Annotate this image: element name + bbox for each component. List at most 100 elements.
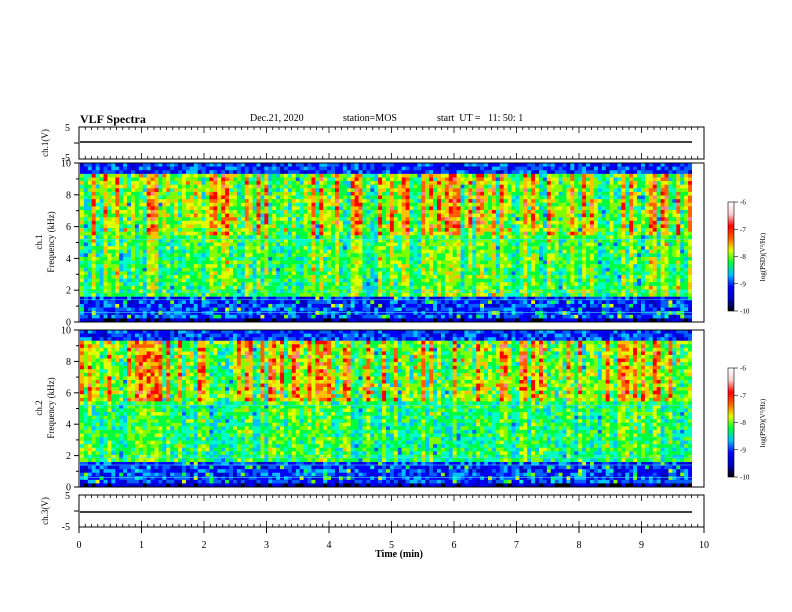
spec-cell — [327, 311, 332, 316]
spec-cell — [107, 195, 112, 200]
spec-cell — [158, 253, 163, 258]
spec-cell — [440, 195, 446, 200]
spec-cell — [456, 271, 461, 276]
spec-cell — [382, 213, 387, 218]
spec-cell — [323, 260, 328, 265]
spec-cell — [311, 206, 316, 211]
spec-cell — [480, 275, 485, 280]
spec-cell — [491, 285, 497, 290]
spec-cell — [413, 184, 418, 189]
spec-cell — [421, 253, 426, 258]
spec-cell — [150, 282, 155, 287]
spec-cell — [499, 242, 505, 247]
spec-cell — [83, 163, 89, 168]
spec-cell — [193, 238, 199, 243]
spec-cell — [460, 293, 465, 298]
spec-cell — [95, 181, 101, 186]
spec-cell — [182, 278, 187, 283]
spec-cell — [311, 282, 316, 287]
spec-cell — [83, 206, 89, 211]
spec-cell — [205, 314, 210, 319]
spec-cell — [460, 264, 465, 269]
spec-cell — [119, 220, 124, 225]
spec-cell — [444, 271, 450, 276]
spec-cell — [346, 293, 352, 298]
spec-cell — [389, 181, 395, 186]
spec-cell — [201, 275, 206, 280]
spec-cell — [382, 199, 387, 204]
spec-cell — [370, 231, 375, 236]
spec-cell — [150, 314, 155, 319]
spec-cell — [280, 188, 285, 193]
spec-cell — [386, 307, 391, 312]
spec-cell — [248, 213, 254, 218]
spec-cell — [201, 285, 206, 290]
spec-cell — [217, 231, 222, 236]
spec-cell — [268, 246, 273, 251]
spec-cell — [291, 311, 297, 316]
spec-cell — [260, 249, 265, 254]
spec-cell — [480, 188, 485, 193]
spec-cell — [178, 184, 183, 189]
spec-cell — [252, 307, 257, 312]
spec-cell — [142, 271, 148, 276]
spec-cell — [499, 231, 505, 236]
spec-cell — [268, 264, 273, 269]
spec-cell — [323, 278, 328, 283]
spec-cell — [401, 303, 407, 308]
spec-cell — [433, 184, 438, 189]
spec-cell — [464, 206, 469, 211]
spec-cell — [221, 300, 226, 305]
spec-cell — [437, 177, 442, 182]
spec-cell — [448, 238, 454, 243]
spec-cell — [284, 293, 289, 298]
spec-cell — [221, 311, 226, 316]
spec-cell — [460, 296, 465, 301]
spec-cell — [315, 199, 320, 204]
spec-cell — [87, 231, 93, 236]
spec-cell — [421, 246, 426, 251]
spec-cell — [299, 307, 305, 312]
spec-cell — [189, 264, 195, 269]
spec-cell — [162, 224, 167, 229]
spec-cell — [401, 275, 407, 280]
spec-cell — [464, 282, 469, 287]
spec-cell — [472, 253, 477, 258]
spec-cell — [264, 235, 269, 240]
spec-cell — [362, 242, 367, 247]
spec-cell — [119, 314, 124, 319]
spec-cell — [405, 300, 410, 305]
spec-cell — [448, 271, 454, 276]
spec-cell — [115, 173, 120, 178]
spec-cell — [201, 278, 206, 283]
spec-cell — [452, 163, 458, 168]
spec-cell — [378, 249, 383, 254]
spec-cell — [197, 202, 203, 207]
spec-cell — [150, 202, 155, 207]
spec-cell — [182, 166, 187, 171]
spec-cell — [488, 224, 493, 229]
spec-cell — [80, 307, 85, 312]
spec-cell — [346, 300, 352, 305]
spec-cell — [448, 246, 454, 251]
spec-cell — [335, 311, 340, 316]
spec-cell — [209, 271, 214, 276]
spec-cell — [276, 224, 281, 229]
spec-cell — [229, 166, 234, 171]
spec-cell — [495, 177, 501, 182]
spec-cell — [319, 228, 324, 233]
spec-cell — [299, 177, 305, 182]
spec-cell — [393, 285, 399, 290]
spec-cell — [386, 235, 391, 240]
spec-cell — [178, 173, 183, 178]
spec-cell — [421, 260, 426, 265]
spec-cell — [99, 184, 104, 189]
spec-cell — [484, 293, 489, 298]
spec-cell — [123, 228, 128, 233]
spec-cell — [178, 318, 183, 323]
spec-cell — [201, 253, 206, 258]
spec-cell — [491, 296, 497, 301]
spec-cell — [221, 293, 226, 298]
spec-cell — [468, 264, 473, 269]
spec-cell — [448, 206, 454, 211]
